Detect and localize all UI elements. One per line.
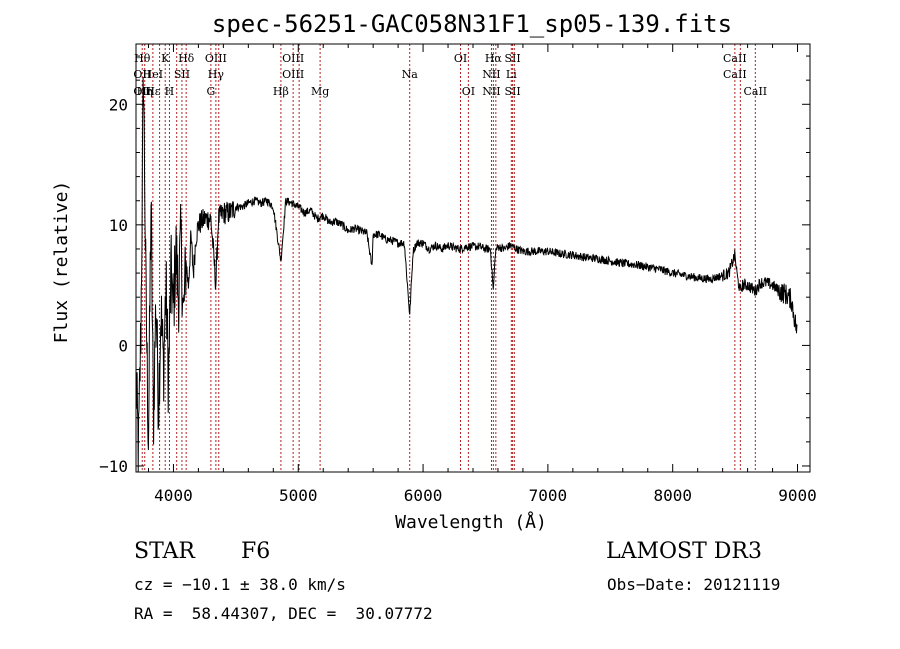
line-label: OIII xyxy=(282,52,304,65)
x-tick-label: 6000 xyxy=(404,486,443,505)
line-label: OI xyxy=(454,52,467,65)
line-label: Hη xyxy=(137,85,153,98)
x-tick-label: 5000 xyxy=(279,486,318,505)
y-tick-label: 20 xyxy=(109,95,128,114)
y-tick-label: −10 xyxy=(99,457,128,476)
object-subclass: F6 xyxy=(241,539,271,564)
x-axis-label: Wavelength (Å) xyxy=(395,511,547,533)
x-axis-ticks: 4000 5000 6000 7000 8000 9000 xyxy=(147,44,817,505)
line-label: NII xyxy=(482,85,500,98)
line-label: Na xyxy=(402,68,419,81)
line-label: G xyxy=(206,85,215,98)
line-label: SII xyxy=(504,52,520,65)
line-label: Hδ xyxy=(178,52,195,65)
emission-line-markers xyxy=(141,44,756,472)
spectrum-line xyxy=(135,77,798,473)
line-label: OII xyxy=(133,85,151,98)
line-label: Mg xyxy=(311,85,329,98)
redshift-velocity: cz = −10.1 ± 38.0 km/s xyxy=(134,575,346,594)
line-label: Li xyxy=(506,68,517,81)
y-axis-label: Flux (relative) xyxy=(51,181,72,344)
x-tick-label: 9000 xyxy=(778,486,817,505)
object-class: STAR xyxy=(134,539,195,564)
y-tick-label: 0 xyxy=(118,336,128,355)
plot-frame xyxy=(135,43,811,473)
line-label: Hβ xyxy=(273,85,289,98)
line-label: OI xyxy=(462,85,475,98)
line-label: Hγ xyxy=(208,68,225,81)
line-label: HeI xyxy=(143,68,163,81)
line-label: H xyxy=(165,85,175,98)
line-label: CaII xyxy=(723,52,747,65)
line-label: K xyxy=(161,52,170,65)
x-tick-label: 4000 xyxy=(154,486,193,505)
coordinates: RA = 58.44307, DEC = 30.07772 xyxy=(134,604,433,623)
chart-title: spec-56251-GAC058N31F1_sp05-139.fits xyxy=(212,10,732,38)
y-tick-label: 10 xyxy=(109,216,128,235)
survey-name: LAMOST DR3 xyxy=(606,539,762,564)
y-axis-ticks: −10 0 10 20 xyxy=(99,55,810,476)
line-label: OIII xyxy=(205,52,227,65)
line-label: Hε xyxy=(145,85,161,98)
x-tick-label: 7000 xyxy=(529,486,568,505)
line-label: SII xyxy=(504,85,520,98)
observation-date: Obs−Date: 20121119 xyxy=(607,575,781,594)
line-label: CaII xyxy=(743,85,767,98)
line-label: Hα xyxy=(485,52,503,65)
line-label: Hθ xyxy=(134,52,151,65)
line-label: NII xyxy=(482,68,500,81)
spectrum-series xyxy=(135,77,798,473)
line-label: OII xyxy=(133,68,151,81)
line-label: CaII xyxy=(723,68,747,81)
emission-line-labels: HθOIIOIIHηHeIHεKHSIIHδGOIIIHγHβOIIIOIIIM… xyxy=(133,52,767,98)
line-label: OIII xyxy=(282,68,304,81)
line-label: SII xyxy=(174,68,190,81)
x-tick-label: 8000 xyxy=(653,486,692,505)
